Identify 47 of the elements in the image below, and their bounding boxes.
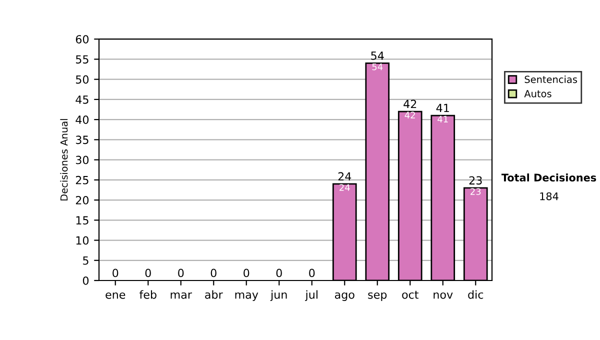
total-label: 0 [178, 268, 184, 278]
y-tick-label: 45 [76, 96, 88, 104]
y-tick-label: 50 [76, 75, 89, 84]
y-tick-label: 5 [83, 256, 88, 265]
legend-label: Autos [524, 90, 552, 98]
x-tick-label: may [235, 292, 258, 301]
y-tick-label: 15 [76, 216, 88, 225]
y-tick-label: 35 [76, 136, 88, 144]
data-label: 23 [470, 188, 481, 195]
y-tick-label: 20 [76, 196, 89, 204]
y-tick-label: 10 [76, 236, 89, 245]
text: 184 [540, 192, 558, 200]
data-label: 41 [438, 116, 448, 122]
x-tick-label: mar [170, 292, 192, 299]
total-label: 0 [244, 268, 250, 278]
x-tick-label: oct [402, 290, 418, 299]
y-axis-title: Decisiones Anual [60, 119, 68, 200]
y-tick-label: 55 [76, 55, 88, 64]
legend-label: Sentencias [524, 76, 578, 84]
x-tick-label: feb [139, 290, 156, 299]
x-tick-label: abr [205, 290, 223, 299]
total-label: 23 [469, 176, 482, 185]
total-label: 0 [309, 268, 315, 278]
x-tick-label: jul [305, 290, 318, 301]
y-tick-label: 40 [76, 116, 89, 124]
y-tick-label: 0 [82, 276, 89, 285]
y-tick-label: 30 [76, 156, 89, 164]
x-tick-label: jun [270, 290, 287, 301]
x-tick-label: ene [106, 292, 126, 299]
x-tick-label: sep [368, 292, 387, 301]
total-label: 24 [338, 172, 352, 180]
total-label: 0 [112, 268, 118, 278]
y-tick-label: 60 [76, 35, 89, 44]
total-label: 54 [371, 52, 384, 60]
total-label: 41 [436, 104, 449, 112]
x-tick-label: ago [334, 292, 354, 301]
total-label: 0 [210, 268, 216, 278]
x-tick-label: dic [468, 290, 484, 299]
total-label: 42 [404, 100, 416, 108]
text: Total Decisiones [501, 173, 596, 182]
data-label: 42 [404, 112, 415, 118]
y-tick-label: 25 [76, 176, 88, 184]
data-label: 54 [372, 64, 383, 70]
data-label: 24 [340, 184, 350, 191]
total-label: 0 [276, 268, 282, 278]
x-tick-label: nov [434, 292, 453, 299]
total-label: 0 [145, 268, 151, 278]
